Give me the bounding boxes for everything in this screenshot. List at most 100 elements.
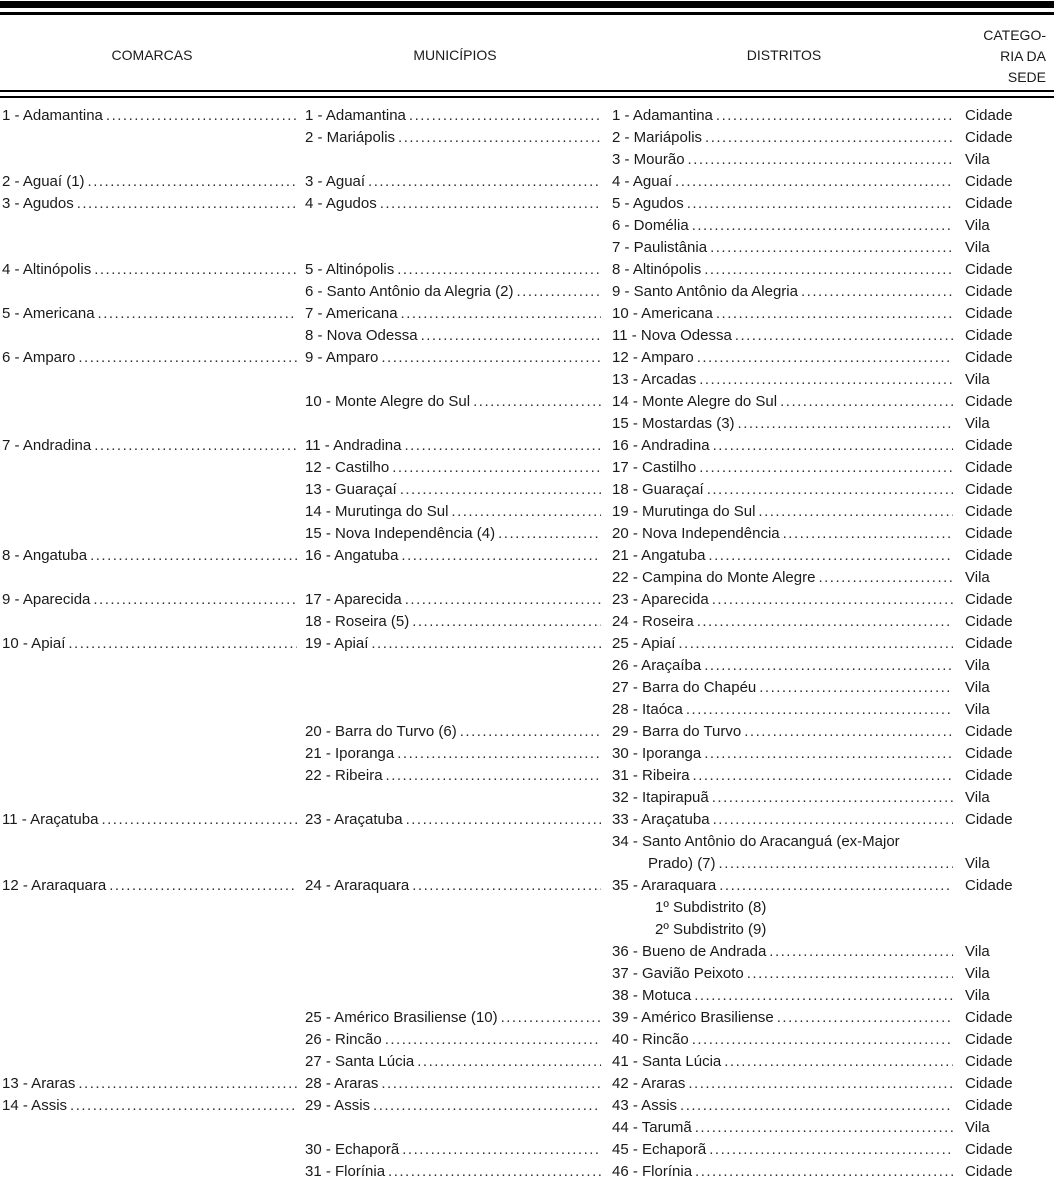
cell-categoria-text: Cidade (965, 107, 1013, 124)
cell-comarca (0, 325, 300, 347)
cell-comarca (0, 127, 300, 149)
cell-distrito-text: 35 - Araraquara (612, 877, 717, 894)
cell-distrito-text: 23 - Aparecida (612, 591, 709, 608)
table-row: 3 - Agudos 4 - Agudos 5 - Agudos Cidade (0, 193, 1054, 215)
cell-distrito-text: 40 - Rincão (612, 1031, 689, 1048)
cell-comarca (0, 1051, 300, 1073)
cell-municipio-text: 26 - Rincão (305, 1031, 382, 1048)
cell-categoria-text: Vila (965, 415, 990, 432)
cell-distrito-text: 1º Subdistrito (8) (655, 899, 767, 916)
dot-leader (417, 1051, 601, 1073)
cell-comarca (0, 1117, 300, 1139)
cell-distrito: 26 - Araçaíba (606, 655, 958, 677)
cell-categoria-text: Cidade (965, 1053, 1013, 1070)
cell-municipio-text: 9 - Amparo (305, 349, 379, 366)
table-row: 8 - Nova Odessa 11 - Nova Odessa Cidade (0, 325, 1054, 347)
table-row: 7 - Andradina 11 - Andradina 16 - Andradin… (0, 435, 1054, 457)
cell-categoria: Cidade (958, 127, 1054, 149)
cell-categoria: Vila (958, 941, 1054, 963)
cell-categoria (958, 897, 1054, 919)
cell-comarca: 13 - Araras (0, 1073, 300, 1095)
cell-municipio (300, 897, 606, 919)
cell-comarca-text: 8 - Angatuba (2, 547, 88, 564)
cell-categoria: Vila (958, 413, 1054, 435)
cell-distrito-text: 4 - Aguaí (612, 173, 673, 190)
cell-distrito-text: 20 - Nova Independência (612, 525, 780, 542)
cell-comarca (0, 1161, 300, 1183)
cell-distrito-text: Prado) (7) (648, 855, 716, 872)
cell-municipio-text: 16 - Angatuba (305, 547, 399, 564)
cell-distrito-text: 17 - Castilho (612, 459, 697, 476)
cell-municipio (300, 853, 606, 875)
cell-categoria: Cidade (958, 391, 1054, 413)
dot-leader (78, 347, 297, 369)
cell-categoria-text: Cidade (965, 327, 1013, 344)
table-row: 10 - Monte Alegre do Sul 14 - Monte Alegr… (0, 391, 1054, 413)
cell-municipio: 27 - Santa Lúcia (300, 1051, 606, 1073)
cell-comarca-text: 10 - Apiaí (2, 635, 66, 652)
cell-municipio: 10 - Monte Alegre do Sul (300, 391, 606, 413)
cell-categoria: Cidade (958, 1051, 1054, 1073)
cell-categoria: Cidade (958, 105, 1054, 127)
cell-comarca: 6 - Amparo (0, 347, 300, 369)
cell-comarca: 2 - Aguaí (1) (0, 171, 300, 193)
dot-leader (373, 1095, 601, 1117)
cell-municipio-text: 24 - Araraquara (305, 877, 410, 894)
table-row: 7 - Paulistânia Vila (0, 237, 1054, 259)
cell-distrito-text: 41 - Santa Lúcia (612, 1053, 722, 1070)
cell-municipio: 15 - Nova Independência (4) (300, 523, 606, 545)
dot-leader (93, 589, 297, 611)
cell-categoria-text: Vila (965, 855, 990, 872)
dot-leader (109, 875, 297, 897)
dot-leader (704, 743, 953, 765)
dot-leader (687, 193, 953, 215)
table-row: 32 - Itapirapuã Vila (0, 787, 1054, 809)
cell-categoria-text: Cidade (965, 503, 1013, 520)
cell-comarca (0, 699, 300, 721)
cell-comarca (0, 897, 300, 919)
table-row: 30 - Echaporã 45 - Echaporã Cidade (0, 1139, 1054, 1161)
table-row: 4 - Altinópolis 5 - Altinópolis 8 - Altinó… (0, 259, 1054, 281)
cell-categoria: Cidade (958, 1029, 1054, 1051)
cell-distrito-text: 14 - Monte Alegre do Sul (612, 393, 778, 410)
cell-distrito-text: 39 - Américo Brasiliense (612, 1009, 774, 1026)
dot-leader (712, 589, 953, 611)
cell-distrito-text: 24 - Roseira (612, 613, 694, 630)
cell-distrito-text: 36 - Bueno de Andrada (612, 943, 767, 960)
cell-distrito-text: 38 - Motuca (612, 987, 692, 1004)
cell-comarca: 7 - Andradina (0, 435, 300, 457)
cell-comarca (0, 655, 300, 677)
dot-leader (451, 501, 601, 523)
cell-distrito: 15 - Mostardas (3) (606, 413, 958, 435)
dot-leader (710, 237, 953, 259)
dot-leader (678, 633, 953, 655)
cell-distrito-text: 15 - Mostardas (3) (612, 415, 735, 432)
cell-comarca: 12 - Araraquara (0, 875, 300, 897)
cell-distrito: 19 - Murutinga do Sul (606, 501, 958, 523)
dot-leader (421, 325, 601, 347)
table-row: 12 - Araraquara 24 - Araraquara 35 - Arara… (0, 875, 1054, 897)
cell-categoria: Cidade (958, 325, 1054, 347)
dot-leader (716, 303, 953, 325)
cell-categoria-text: Cidade (965, 767, 1013, 784)
cell-municipio-text: 10 - Monte Alegre do Sul (305, 393, 471, 410)
cell-distrito-text: 28 - Itaóca (612, 701, 683, 718)
cell-comarca: 5 - Americana (0, 303, 300, 325)
cell-municipio (300, 655, 606, 677)
table-row: 2 - Mariápolis 2 - Mariápolis Cidade (0, 127, 1054, 149)
dot-leader (692, 1029, 953, 1051)
dot-leader (498, 523, 601, 545)
column-header-municipios: MUNICÍPIOS (413, 47, 497, 63)
cell-municipio-text: 4 - Agudos (305, 195, 377, 212)
cell-distrito: 27 - Barra do Chapéu (606, 677, 958, 699)
cell-municipio: 3 - Aguaí (300, 171, 606, 193)
cell-distrito: 34 - Santo Antônio do Aracanguá (ex-Majo… (606, 831, 958, 853)
table-row: 11 - Araçatuba 23 - Araçatuba 33 - Araçatu… (0, 809, 1054, 831)
cell-comarca (0, 853, 300, 875)
cell-municipio (300, 941, 606, 963)
dot-leader (78, 1073, 297, 1095)
cell-comarca: 8 - Angatuba (0, 545, 300, 567)
cell-municipio-text: 30 - Echaporã (305, 1141, 400, 1158)
table-row: 26 - Araçaíba Vila (0, 655, 1054, 677)
cell-categoria (958, 831, 1054, 853)
